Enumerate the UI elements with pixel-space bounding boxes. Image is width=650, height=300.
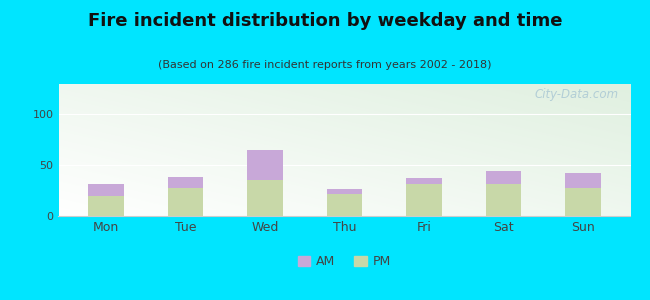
- Bar: [247, 150, 283, 181]
- Text: Fire incident distribution by weekday and time: Fire incident distribution by weekday an…: [88, 12, 562, 30]
- Bar: [168, 177, 203, 188]
- Bar: [247, 181, 283, 216]
- Bar: [168, 188, 203, 216]
- Bar: [486, 184, 521, 216]
- Bar: [406, 178, 442, 184]
- Bar: [326, 194, 363, 216]
- Text: City-Data.com: City-Data.com: [535, 88, 619, 101]
- Legend: AM, PM: AM, PM: [292, 250, 396, 273]
- Text: (Based on 286 fire incident reports from years 2002 - 2018): (Based on 286 fire incident reports from…: [158, 60, 492, 70]
- Bar: [406, 184, 442, 216]
- Bar: [88, 184, 124, 196]
- Bar: [565, 173, 601, 188]
- Bar: [88, 196, 124, 216]
- Bar: [565, 188, 601, 216]
- Bar: [486, 171, 521, 184]
- Bar: [326, 189, 363, 194]
